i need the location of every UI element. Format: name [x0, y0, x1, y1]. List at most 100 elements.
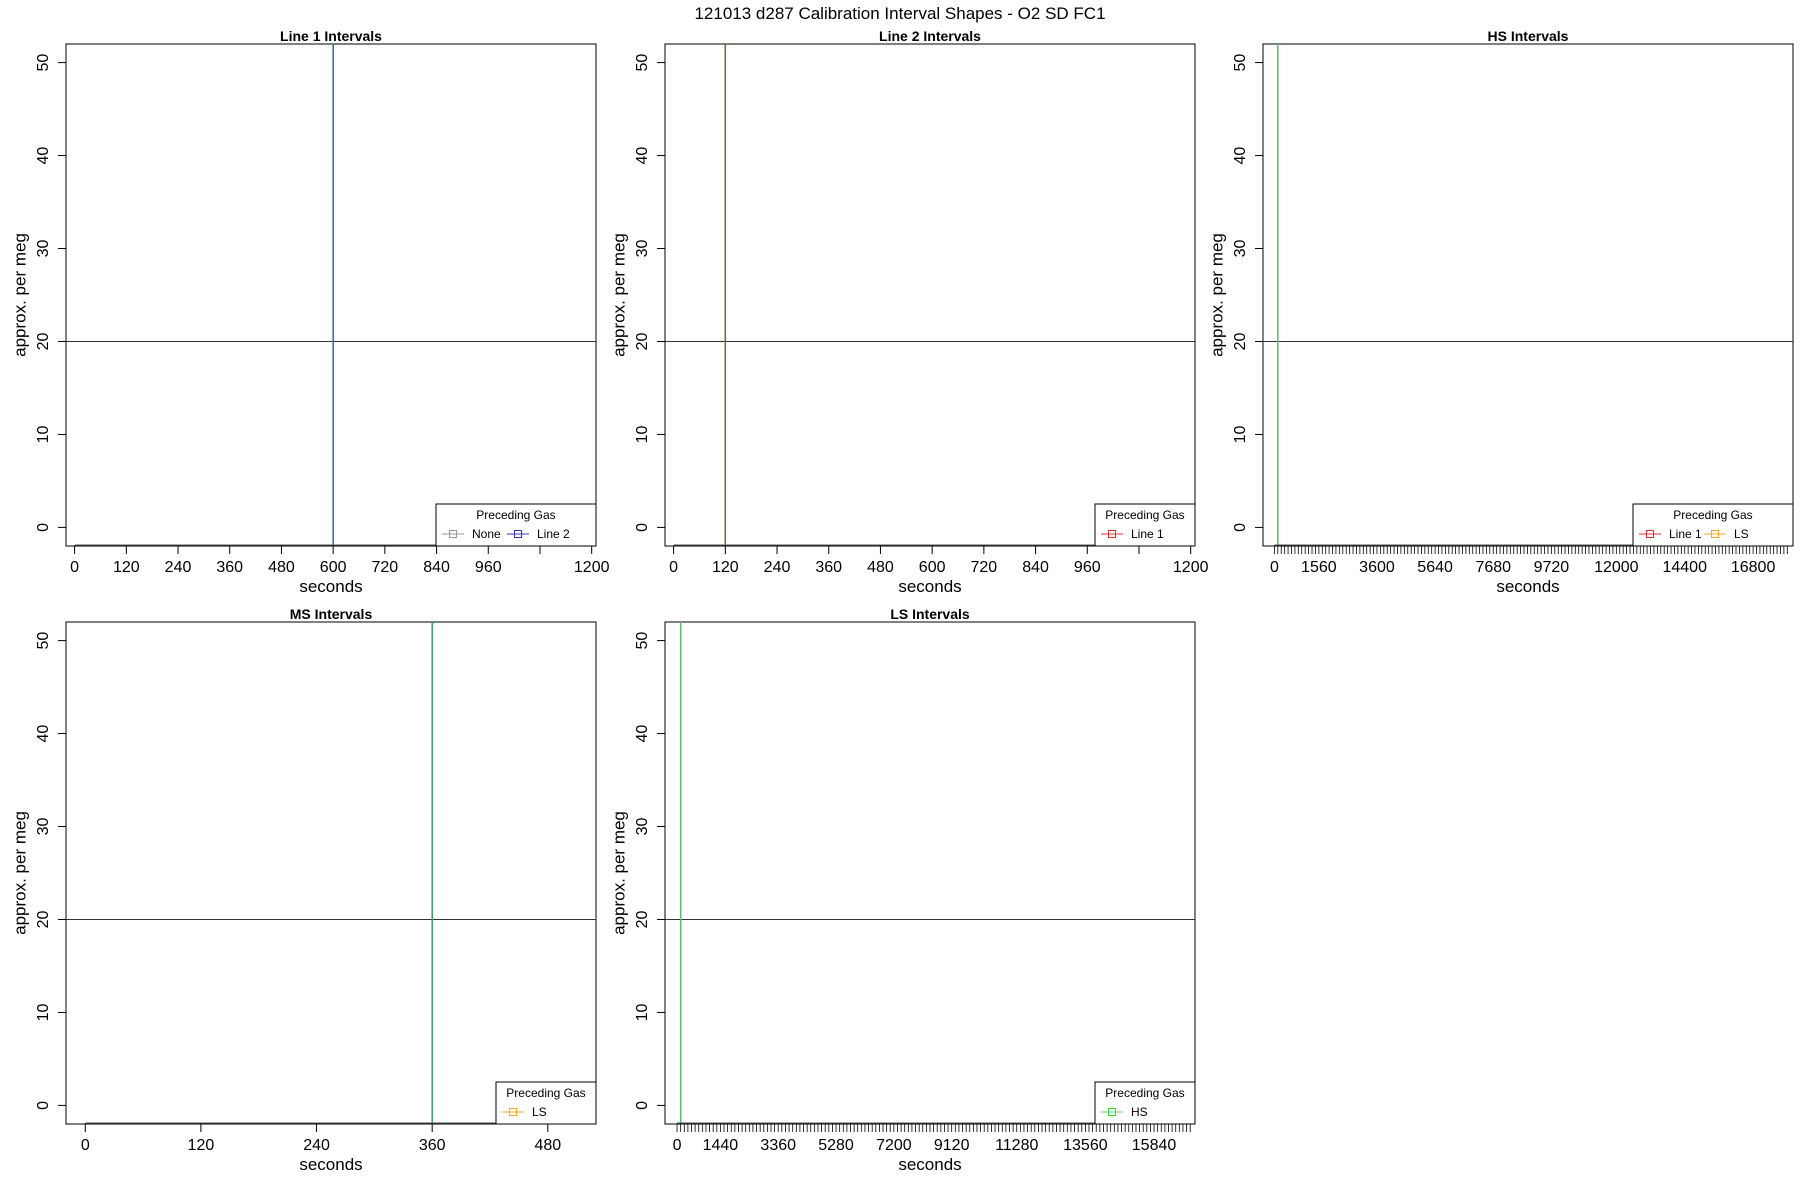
y-tick-label: 50	[634, 54, 651, 72]
legend: Preceding Gas None Line 2	[435, 503, 597, 547]
x-tick-label: 11280	[995, 1137, 1038, 1154]
x-tick-label: 600	[320, 559, 347, 576]
y-tick-label: 50	[634, 632, 651, 650]
y-tick-label: 10	[1232, 425, 1249, 443]
x-tick-label: 5640	[1417, 559, 1453, 576]
legend-title: Preceding Gas	[1673, 508, 1752, 522]
legend-swatch-marker	[1711, 530, 1719, 538]
x-tick-label: 960	[475, 559, 502, 576]
y-tick-label: 40	[634, 725, 651, 743]
y-tick-label: 50	[35, 54, 52, 72]
plot-frame	[1262, 43, 1794, 547]
x-tick-label: 1440	[703, 1137, 739, 1154]
x-tick-label: 240	[165, 559, 192, 576]
y-axis: 0 10 20 30 40 50 approx. per meg	[609, 632, 665, 1110]
x-tick-label: 14400	[1662, 559, 1707, 576]
legend-box	[1094, 503, 1196, 547]
y-tick-label: 20	[35, 910, 52, 928]
panel-title: HS Intervals	[1488, 28, 1569, 44]
x-tick-label: 1200	[574, 559, 610, 576]
x-tick-label: 120	[188, 1137, 215, 1154]
y-tick-label: 10	[35, 1003, 52, 1021]
legend-swatch-marker	[1108, 530, 1116, 538]
x-tick-label: 12000	[1594, 559, 1639, 576]
x-tick-label: 720	[372, 559, 399, 576]
legend-title: Preceding Gas	[476, 508, 555, 522]
legend-swatch-marker	[449, 530, 457, 538]
x-tick-label: 9720	[1534, 559, 1570, 576]
legend-entry: Line 2	[537, 527, 570, 541]
panel-title: Line 1 Intervals	[280, 28, 382, 44]
legend-swatch-marker	[514, 530, 522, 538]
y-tick-label: 0	[1232, 523, 1249, 532]
legend-title: Preceding Gas	[1105, 1086, 1184, 1100]
x-tick-label: 360	[419, 1137, 446, 1154]
x-tick-label: 840	[423, 559, 450, 576]
panel-1: Line 1 Intervals 0 10 20 30 40 50 approx. per m…	[10, 28, 609, 596]
legend-entry: None	[472, 527, 501, 541]
y-tick-label: 20	[634, 910, 651, 928]
y-tick-label: 0	[35, 1101, 52, 1110]
x-axis-label: seconds	[898, 577, 961, 596]
y-tick-label: 40	[35, 147, 52, 165]
x-tick-label: 600	[919, 559, 946, 576]
panel-title: LS Intervals	[890, 606, 970, 622]
y-tick-label: 30	[35, 818, 52, 836]
x-tick-label: 9120	[934, 1137, 970, 1154]
x-axis-label: seconds	[299, 577, 362, 596]
y-axis: 0 10 20 30 40 50 approx. per meg	[10, 632, 66, 1110]
y-tick-label: 20	[1232, 332, 1249, 350]
panel-3: HS Intervals 0 10 20 30 40 50 approx. per meg 0 1…	[1207, 28, 1794, 596]
legend: Preceding Gas LS	[495, 1081, 597, 1125]
x-tick-label: 0	[673, 1137, 682, 1154]
legend: Preceding Gas Line 1	[1094, 503, 1196, 547]
x-tick-label: 7680	[1475, 559, 1511, 576]
x-axis-label: seconds	[898, 1155, 961, 1174]
legend-title: Preceding Gas	[1105, 508, 1184, 522]
x-tick-label: 15840	[1132, 1137, 1177, 1154]
y-axis: 0 10 20 30 40 50 approx. per meg	[1207, 54, 1263, 532]
x-tick-label: 960	[1074, 559, 1101, 576]
x-tick-label: 0	[1270, 559, 1279, 576]
legend-entry: HS	[1131, 1105, 1148, 1119]
x-tick-label: 1200	[1173, 559, 1209, 576]
y-tick-label: 30	[35, 240, 52, 258]
x-axis: 0 1440 3360 5280 7200 9120 11280 13560 15840 seco…	[673, 1123, 1191, 1174]
y-tick-label: 50	[35, 632, 52, 650]
panel-title: MS Intervals	[290, 606, 373, 622]
panel-4: MS Intervals 0 10 20 30 40 50 approx. per meg 0 1…	[10, 606, 597, 1174]
y-tick-label: 40	[35, 725, 52, 743]
x-tick-label: 13560	[1063, 1137, 1108, 1154]
x-tick-label: 240	[303, 1137, 330, 1154]
x-tick-label: 1560	[1301, 559, 1337, 576]
y-tick-label: 30	[634, 818, 651, 836]
legend-box	[1632, 503, 1794, 547]
plot-frame	[65, 621, 597, 1125]
legend-box	[495, 1081, 597, 1125]
plot-frame	[664, 621, 1196, 1125]
legend-entry: LS	[532, 1105, 547, 1119]
y-tick-label: 30	[634, 240, 651, 258]
x-axis: 0 120 240 360 480 seconds	[81, 1123, 561, 1174]
y-axis-label: approx. per meg	[10, 811, 29, 935]
legend-box	[1094, 1081, 1196, 1125]
x-axis: 0 120 240 360 480 600 720 840 960 1200 seconds	[70, 545, 610, 596]
x-tick-label: 480	[268, 559, 295, 576]
x-axis: 0 1560 3600 5640 7680 9720 12000 14400 16800 seco…	[1270, 545, 1788, 596]
x-tick-label: 120	[113, 559, 140, 576]
panel-2: Line 2 Intervals 0 10 20 30 40 50 approx. per m…	[609, 28, 1208, 596]
legend-entry: Line 1	[1669, 527, 1702, 541]
legend-swatch-marker	[1646, 530, 1654, 538]
figure-title: 121013 d287 Calibration Interval Shapes …	[694, 4, 1105, 23]
x-tick-label: 840	[1022, 559, 1049, 576]
x-tick-label: 120	[712, 559, 739, 576]
x-axis-label: seconds	[1496, 577, 1559, 596]
y-axis-label: approx. per meg	[1207, 233, 1226, 357]
y-tick-label: 0	[634, 523, 651, 532]
x-tick-label: 240	[764, 559, 791, 576]
x-tick-label: 480	[534, 1137, 561, 1154]
x-tick-label: 0	[70, 559, 79, 576]
y-axis-label: approx. per meg	[10, 233, 29, 357]
legend-swatch-marker	[1108, 1108, 1116, 1116]
